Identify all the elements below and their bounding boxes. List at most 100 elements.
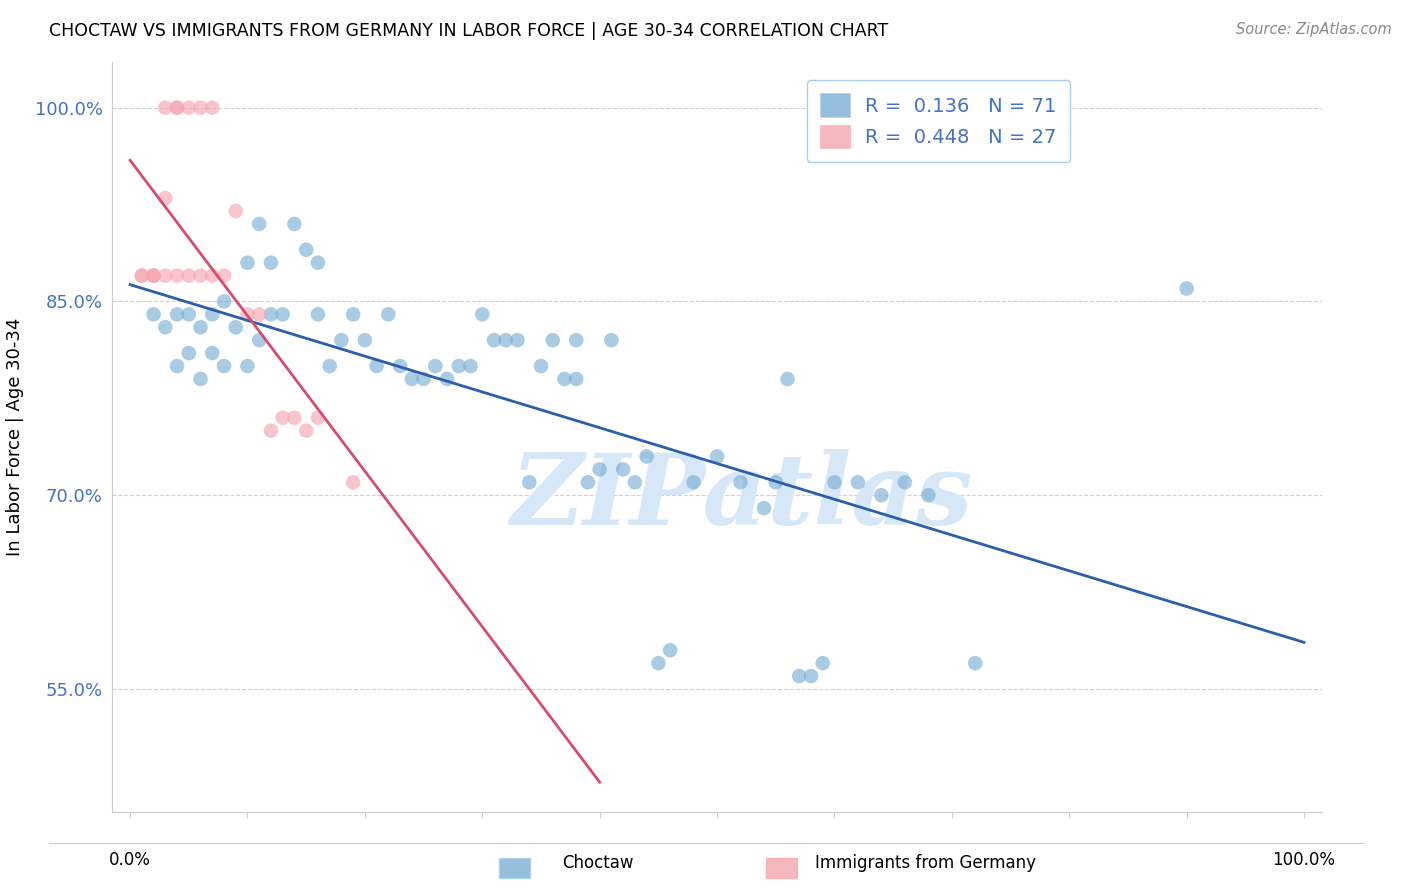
Point — [776, 372, 799, 386]
Point — [636, 450, 658, 464]
Point — [565, 372, 588, 386]
Point — [318, 359, 340, 373]
Point — [765, 475, 787, 490]
Point — [682, 475, 704, 490]
Point — [471, 307, 494, 321]
Point — [177, 346, 200, 360]
Point — [307, 410, 329, 425]
Point — [155, 268, 177, 283]
Point — [389, 359, 412, 373]
Point — [425, 359, 447, 373]
Point — [870, 488, 893, 502]
Point — [260, 307, 283, 321]
Legend: R =  0.136   N = 71, R =  0.448   N = 27: R = 0.136 N = 71, R = 0.448 N = 27 — [807, 79, 1070, 162]
Point — [190, 372, 212, 386]
Point — [247, 217, 270, 231]
Text: Choctaw: Choctaw — [562, 855, 634, 872]
Point — [846, 475, 869, 490]
Point — [142, 268, 165, 283]
Point — [307, 307, 329, 321]
Point — [811, 656, 834, 670]
Point — [177, 268, 200, 283]
Y-axis label: In Labor Force | Age 30-34: In Labor Force | Age 30-34 — [6, 318, 24, 557]
Text: Immigrants from Germany: Immigrants from Germany — [815, 855, 1036, 872]
Point — [917, 488, 939, 502]
Point — [1175, 281, 1198, 295]
Point — [283, 410, 305, 425]
Point — [142, 307, 165, 321]
Point — [190, 101, 212, 115]
Point — [131, 268, 153, 283]
Point — [260, 424, 283, 438]
Point — [506, 333, 529, 347]
Point — [412, 372, 434, 386]
Point — [212, 359, 235, 373]
Point — [190, 268, 212, 283]
Point — [823, 475, 845, 490]
Point — [225, 204, 247, 219]
Point — [236, 359, 259, 373]
Point — [624, 475, 647, 490]
Point — [576, 475, 599, 490]
Point — [295, 243, 318, 257]
Point — [142, 268, 165, 283]
Point — [965, 656, 987, 670]
Point — [894, 475, 917, 490]
Point — [225, 320, 247, 334]
Point — [177, 307, 200, 321]
Point — [201, 268, 224, 283]
Point — [212, 268, 235, 283]
Point — [307, 255, 329, 269]
Point — [706, 450, 728, 464]
Point — [447, 359, 470, 373]
Point — [342, 307, 364, 321]
Point — [612, 462, 634, 476]
Point — [730, 475, 752, 490]
Point — [190, 320, 212, 334]
Point — [530, 359, 553, 373]
Point — [495, 333, 517, 347]
Point — [517, 475, 540, 490]
Point — [131, 268, 153, 283]
Point — [283, 217, 305, 231]
Point — [236, 307, 259, 321]
Point — [142, 268, 165, 283]
Point — [236, 255, 259, 269]
Point — [482, 333, 505, 347]
Point — [155, 320, 177, 334]
Text: CHOCTAW VS IMMIGRANTS FROM GERMANY IN LABOR FORCE | AGE 30-34 CORRELATION CHART: CHOCTAW VS IMMIGRANTS FROM GERMANY IN LA… — [49, 22, 889, 40]
Point — [271, 307, 294, 321]
Point — [354, 333, 377, 347]
Point — [166, 359, 188, 373]
Point — [800, 669, 823, 683]
Point — [155, 101, 177, 115]
Point — [201, 307, 224, 321]
Point — [589, 462, 612, 476]
Point — [565, 333, 588, 347]
Point — [201, 101, 224, 115]
Point — [271, 410, 294, 425]
Point — [177, 101, 200, 115]
Point — [553, 372, 575, 386]
Point — [260, 255, 283, 269]
Point — [166, 101, 188, 115]
Text: Source: ZipAtlas.com: Source: ZipAtlas.com — [1236, 22, 1392, 37]
Point — [436, 372, 458, 386]
Point — [212, 294, 235, 309]
Point — [460, 359, 482, 373]
Point — [600, 333, 623, 347]
Point — [247, 307, 270, 321]
Point — [647, 656, 669, 670]
Point — [247, 333, 270, 347]
Point — [166, 268, 188, 283]
Point — [377, 307, 399, 321]
Point — [330, 333, 353, 347]
Point — [787, 669, 810, 683]
Text: 0.0%: 0.0% — [110, 851, 150, 869]
Point — [155, 191, 177, 205]
Point — [752, 501, 775, 516]
Point — [366, 359, 388, 373]
Text: 100.0%: 100.0% — [1272, 851, 1336, 869]
Point — [295, 424, 318, 438]
Point — [201, 346, 224, 360]
